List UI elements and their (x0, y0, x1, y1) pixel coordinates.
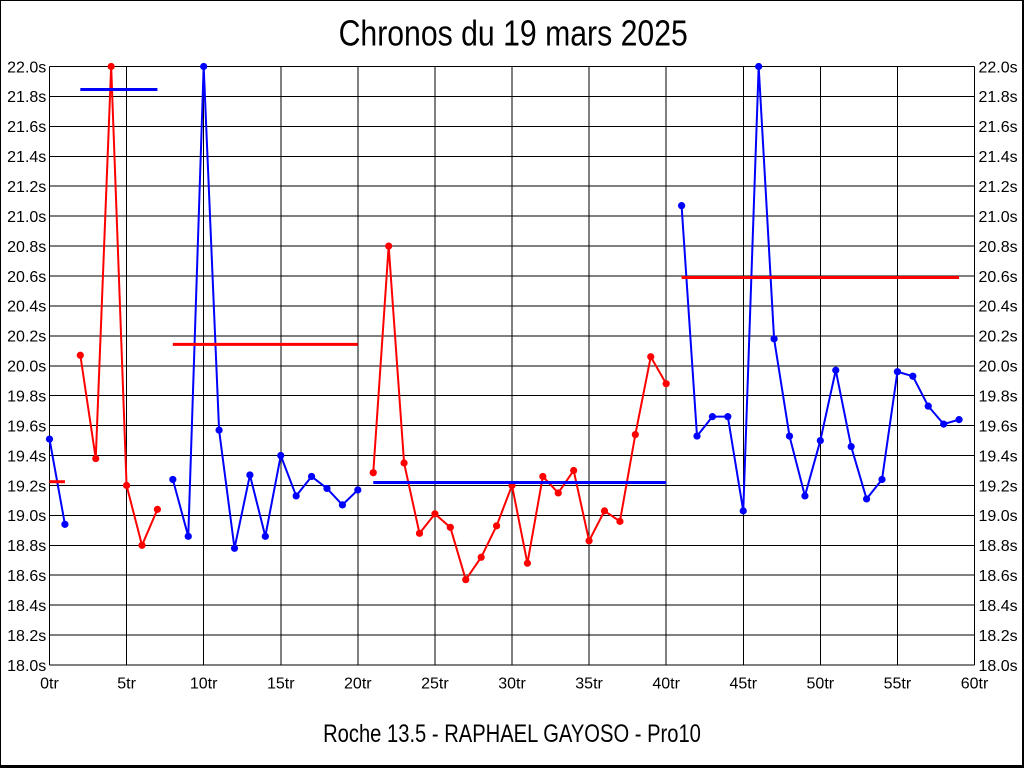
svg-text:19.4s: 19.4s (7, 448, 46, 465)
svg-text:21.8s: 21.8s (979, 89, 1018, 106)
svg-text:18.2s: 18.2s (979, 628, 1018, 645)
svg-text:19.6s: 19.6s (7, 418, 46, 435)
svg-text:22.0s: 22.0s (979, 59, 1018, 76)
svg-text:19.2s: 19.2s (7, 478, 46, 495)
svg-text:21.4s: 21.4s (7, 149, 46, 166)
svg-text:15tr: 15tr (267, 676, 295, 693)
svg-text:20.2s: 20.2s (7, 329, 46, 346)
svg-text:18.8s: 18.8s (7, 538, 46, 555)
svg-text:60tr: 60tr (961, 676, 989, 693)
svg-text:19.8s: 19.8s (979, 388, 1018, 405)
svg-text:20.8s: 20.8s (7, 239, 46, 256)
svg-text:0tr: 0tr (40, 676, 59, 693)
svg-text:20.0s: 20.0s (7, 359, 46, 376)
svg-text:50tr: 50tr (807, 676, 835, 693)
svg-text:18.4s: 18.4s (7, 598, 46, 615)
svg-text:18.6s: 18.6s (979, 568, 1018, 585)
svg-text:20tr: 20tr (344, 676, 372, 693)
svg-text:18.4s: 18.4s (979, 598, 1018, 615)
svg-text:35tr: 35tr (575, 676, 603, 693)
svg-text:21.6s: 21.6s (979, 119, 1018, 136)
svg-text:20.6s: 20.6s (7, 269, 46, 286)
svg-text:21.8s: 21.8s (7, 89, 46, 106)
svg-text:Roche 13.5 - RAPHAEL GAYOSO -: Roche 13.5 - RAPHAEL GAYOSO - Pro10 (323, 720, 701, 748)
svg-text:22.0s: 22.0s (7, 59, 46, 76)
svg-text:21.2s: 21.2s (979, 179, 1018, 196)
svg-text:55tr: 55tr (884, 676, 912, 693)
svg-text:20.0s: 20.0s (979, 359, 1018, 376)
svg-text:20.4s: 20.4s (979, 299, 1018, 316)
svg-text:19.4s: 19.4s (979, 448, 1018, 465)
svg-text:20.8s: 20.8s (979, 239, 1018, 256)
svg-text:19.8s: 19.8s (7, 388, 46, 405)
svg-text:21.0s: 21.0s (7, 209, 46, 226)
svg-text:18.0s: 18.0s (979, 658, 1018, 675)
svg-text:5tr: 5tr (117, 676, 136, 693)
svg-text:18.6s: 18.6s (7, 568, 46, 585)
svg-text:19.0s: 19.0s (979, 508, 1018, 525)
svg-text:10tr: 10tr (190, 676, 218, 693)
svg-text:21.4s: 21.4s (979, 149, 1018, 166)
svg-text:21.0s: 21.0s (979, 209, 1018, 226)
svg-text:21.6s: 21.6s (7, 119, 46, 136)
svg-text:Chronos du 19 mars 2025: Chronos du 19 mars 2025 (339, 12, 688, 53)
svg-text:19.0s: 19.0s (7, 508, 46, 525)
svg-text:18.0s: 18.0s (7, 658, 46, 675)
svg-text:19.2s: 19.2s (979, 478, 1018, 495)
svg-text:18.2s: 18.2s (7, 628, 46, 645)
svg-text:20.2s: 20.2s (979, 329, 1018, 346)
svg-text:21.2s: 21.2s (7, 179, 46, 196)
svg-text:40tr: 40tr (652, 676, 680, 693)
svg-text:20.4s: 20.4s (7, 299, 46, 316)
svg-text:45tr: 45tr (729, 676, 757, 693)
svg-text:20.6s: 20.6s (979, 269, 1018, 286)
svg-text:19.6s: 19.6s (979, 418, 1018, 435)
svg-text:25tr: 25tr (421, 676, 449, 693)
svg-text:18.8s: 18.8s (979, 538, 1018, 555)
svg-text:30tr: 30tr (498, 676, 526, 693)
